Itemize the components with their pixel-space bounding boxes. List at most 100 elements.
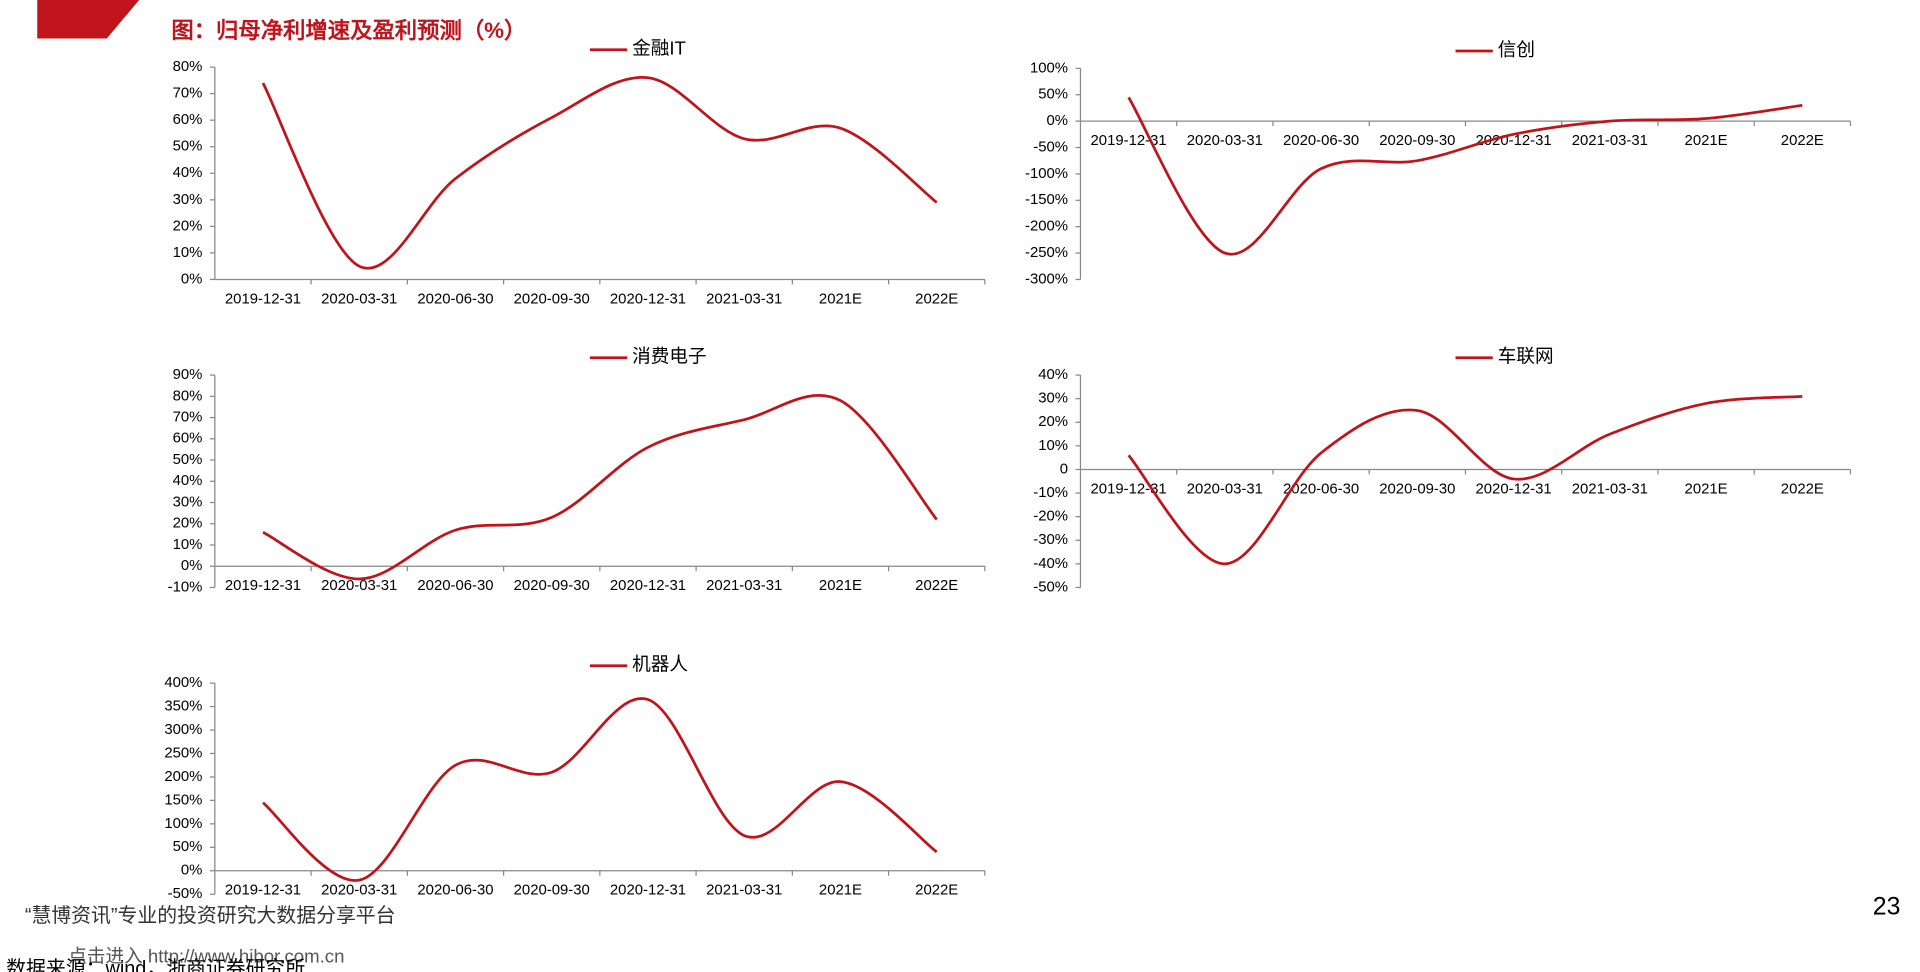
x-tick-label: 2021-03-31 (706, 883, 782, 899)
y-tick-label: -50% (168, 886, 203, 902)
x-tick-label: 2022E (1781, 481, 1824, 497)
x-tick-label: 2022E (915, 883, 958, 899)
y-tick-label: 30% (173, 192, 203, 208)
x-tick-label: 2021E (819, 883, 862, 899)
y-tick-label: 10% (173, 245, 203, 261)
x-tick-label: 2019-12-31 (225, 883, 301, 899)
x-tick-label: 2021-03-31 (1572, 481, 1648, 497)
data-line (262, 394, 938, 581)
page-number: 23 (1873, 893, 1901, 920)
x-tick-label: 2020-09-30 (514, 883, 590, 899)
y-tick-label: 250% (164, 745, 202, 761)
legend-label: 信创 (1498, 39, 1535, 60)
x-tick-label: 2022E (1781, 133, 1824, 149)
x-tick-label: 2020-03-31 (321, 578, 397, 594)
x-tick-label: 2021-03-31 (1572, 133, 1648, 149)
y-tick-label: 150% (164, 792, 202, 808)
watermark-link: 点击进入 http://www.hibor.com.cn (68, 945, 344, 966)
x-tick-label: 2020-12-31 (610, 883, 686, 899)
x-tick-label: 2021E (1685, 133, 1728, 149)
x-tick-label: 2020-03-31 (321, 291, 397, 307)
y-tick-label: 0% (1047, 113, 1069, 129)
y-tick-label: 40% (1038, 367, 1068, 383)
y-tick-label: 0% (181, 558, 203, 574)
x-tick-label: 2022E (915, 578, 958, 594)
y-tick-label: 400% (164, 675, 202, 691)
y-tick-label: 60% (173, 431, 203, 447)
y-tick-label: 80% (173, 59, 203, 75)
y-tick-label: 300% (164, 722, 202, 738)
x-tick-label: 2020-12-31 (610, 291, 686, 307)
x-tick-label: 2021-03-31 (706, 578, 782, 594)
x-tick-label: 2020-09-30 (1379, 481, 1455, 497)
y-tick-label: 10% (173, 537, 203, 553)
data-line (262, 697, 938, 882)
x-tick-label: 2022E (915, 291, 958, 307)
x-tick-label: 2020-09-30 (514, 578, 590, 594)
y-tick-label: -250% (1025, 245, 1068, 261)
data-line (261, 76, 938, 270)
legend-label: 消费电子 (632, 346, 706, 367)
y-tick-label: 70% (173, 410, 203, 426)
y-tick-label: 100% (164, 816, 202, 832)
y-tick-label: 40% (173, 165, 203, 181)
y-tick-label: -40% (1033, 556, 1068, 572)
y-tick-label: 100% (1030, 60, 1068, 76)
legend-label: 车联网 (1498, 346, 1554, 367)
y-tick-label: 50% (173, 839, 203, 855)
x-tick-label: 2019-12-31 (1091, 481, 1167, 497)
y-tick-label: 30% (173, 494, 203, 510)
x-tick-label: 2020-03-31 (1187, 133, 1263, 149)
corner-banner (37, 0, 140, 39)
x-tick-label: 2019-12-31 (225, 578, 301, 594)
source-note: 数据来源：wind，浙商证券研究所 (6, 958, 305, 972)
y-tick-label: -10% (1033, 485, 1068, 501)
y-tick-label: 60% (173, 112, 203, 128)
legend-label: 机器人 (632, 654, 688, 675)
legend-label: 金融IT (632, 38, 686, 59)
x-tick-label: 2020-06-30 (1283, 133, 1359, 149)
y-tick-label: 40% (173, 473, 203, 489)
y-tick-label: -50% (1033, 579, 1068, 595)
x-tick-label: 2020-06-30 (417, 578, 493, 594)
y-tick-label: -300% (1025, 271, 1068, 287)
y-tick-label: -50% (1033, 139, 1068, 155)
x-tick-label: 2021E (819, 578, 862, 594)
y-tick-label: 50% (173, 452, 203, 468)
y-tick-label: 0 (1060, 461, 1068, 477)
y-tick-label: -100% (1025, 166, 1068, 182)
x-tick-label: 2020-06-30 (417, 291, 493, 307)
y-tick-label: 20% (173, 218, 203, 234)
watermark: “慧博资讯”专业的投资研究大数据分享平台 (25, 905, 396, 927)
slide-title: 图：归母净利增速及盈利预测（%） (171, 17, 526, 43)
x-tick-label: 2020-06-30 (417, 883, 493, 899)
x-tick-label: 2020-12-31 (1475, 133, 1551, 149)
y-tick-label: 50% (1038, 87, 1068, 103)
x-tick-label: 2021E (819, 291, 862, 307)
y-tick-label: 70% (173, 86, 203, 102)
x-tick-label: 2020-03-31 (1187, 481, 1263, 497)
y-tick-label: 10% (1038, 438, 1068, 454)
x-tick-label: 2021-03-31 (706, 291, 782, 307)
x-tick-label: 2020-12-31 (610, 578, 686, 594)
y-tick-label: 80% (173, 388, 203, 404)
y-tick-label: 350% (164, 698, 202, 714)
y-tick-label: -20% (1033, 509, 1068, 525)
y-tick-label: 20% (173, 516, 203, 532)
x-tick-label: 2019-12-31 (1091, 133, 1167, 149)
y-tick-label: 50% (173, 139, 203, 155)
x-tick-label: 2020-03-31 (321, 883, 397, 899)
data-line (1127, 394, 1803, 566)
data-line (1127, 96, 1803, 256)
y-tick-label: -200% (1025, 219, 1068, 235)
y-tick-label: -150% (1025, 192, 1068, 208)
x-tick-label: 2020-09-30 (1379, 133, 1455, 149)
x-tick-label: 2020-06-30 (1283, 481, 1359, 497)
y-tick-label: -30% (1033, 532, 1068, 548)
y-tick-label: 0% (181, 863, 203, 879)
x-tick-label: 2020-12-31 (1475, 481, 1551, 497)
y-tick-label: 200% (164, 769, 202, 785)
x-tick-label: 2021E (1685, 481, 1728, 497)
